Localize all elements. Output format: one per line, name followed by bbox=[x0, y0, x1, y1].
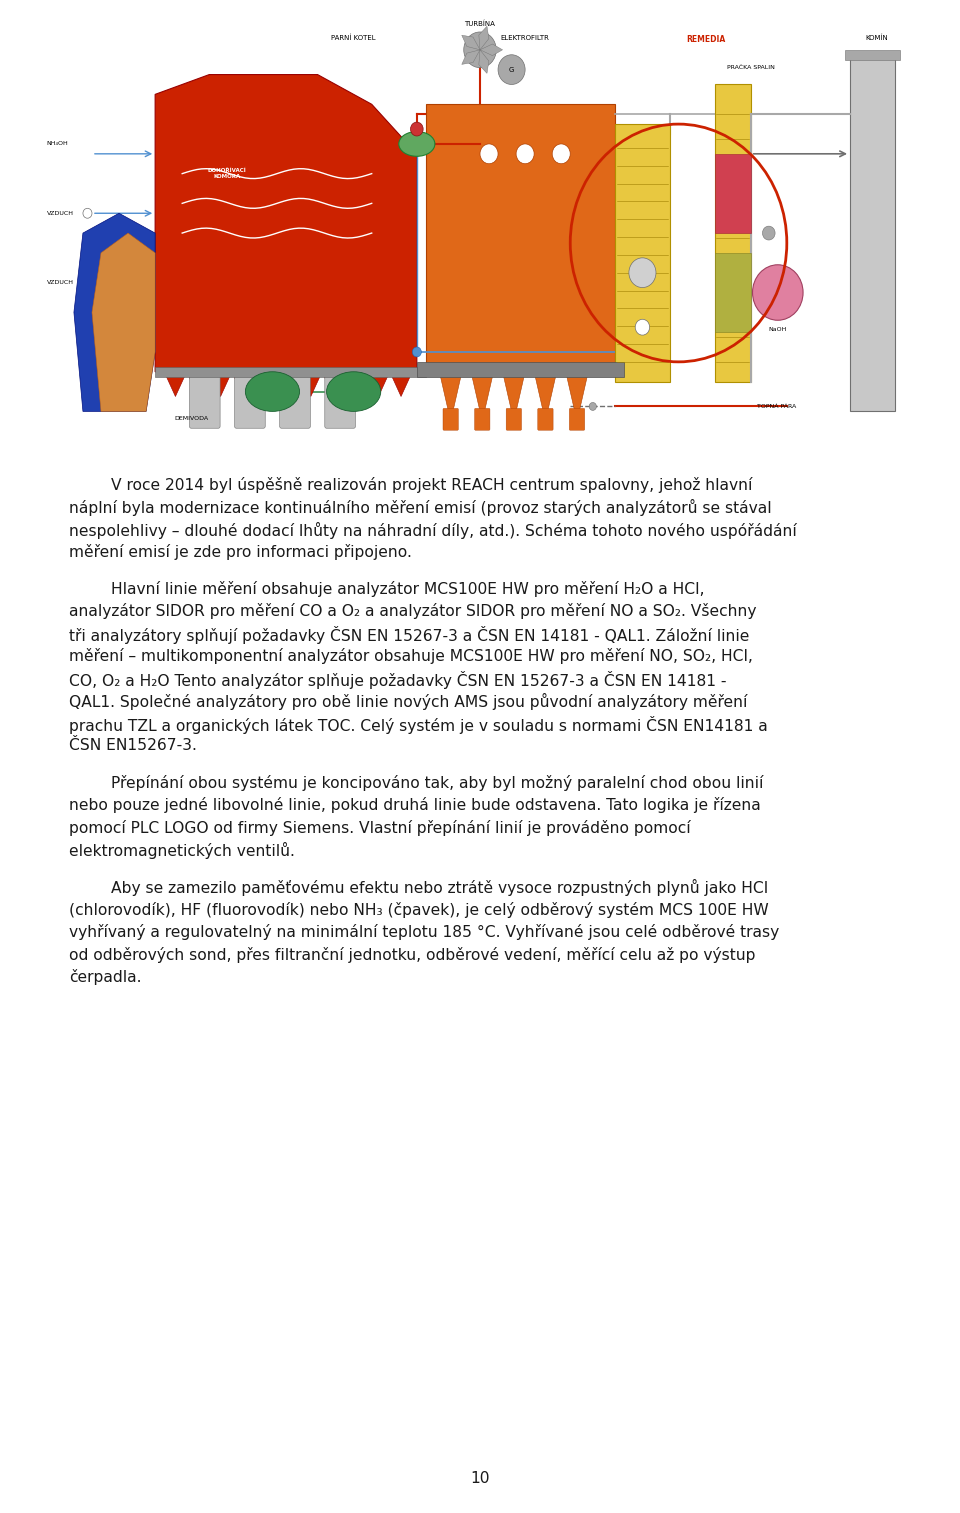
FancyBboxPatch shape bbox=[474, 409, 490, 430]
FancyBboxPatch shape bbox=[189, 369, 220, 428]
Polygon shape bbox=[462, 50, 480, 65]
Circle shape bbox=[411, 123, 423, 136]
Polygon shape bbox=[276, 372, 300, 396]
Polygon shape bbox=[462, 35, 480, 50]
Ellipse shape bbox=[398, 132, 435, 156]
Text: vyhřívaný a regulovatelný na minimální teplotu 185 °C. Vyhřívané jsou celé odběr: vyhřívaný a regulovatelný na minimální t… bbox=[69, 924, 780, 940]
FancyBboxPatch shape bbox=[279, 369, 310, 428]
Text: PARNÍ KOTEL: PARNÍ KOTEL bbox=[331, 35, 376, 41]
Circle shape bbox=[636, 319, 650, 334]
Text: nespolehlivy – dlouhé dodací lhůty na náhradní díly, atd.). Schéma tohoto nového: nespolehlivy – dlouhé dodací lhůty na ná… bbox=[69, 522, 797, 539]
Polygon shape bbox=[92, 233, 156, 412]
FancyBboxPatch shape bbox=[443, 409, 458, 430]
Polygon shape bbox=[300, 372, 322, 396]
Circle shape bbox=[516, 144, 534, 163]
Text: REMEDIA: REMEDIA bbox=[686, 35, 725, 44]
Text: KOMÍN: KOMÍN bbox=[866, 35, 888, 41]
Text: VZDUCH: VZDUCH bbox=[47, 280, 74, 284]
Circle shape bbox=[762, 225, 775, 241]
Text: tři analyzátory splňují požadavky ČSN EN 15267-3 a ČSN EN 14181 - QAL1. Záložní : tři analyzátory splňují požadavky ČSN EN… bbox=[69, 626, 750, 643]
Circle shape bbox=[552, 144, 570, 163]
Polygon shape bbox=[440, 372, 462, 412]
Text: elektromagnetických ventilů.: elektromagnetických ventilů. bbox=[69, 843, 295, 859]
FancyBboxPatch shape bbox=[714, 253, 751, 333]
Polygon shape bbox=[186, 372, 209, 396]
Polygon shape bbox=[322, 372, 345, 396]
Polygon shape bbox=[480, 44, 503, 56]
Circle shape bbox=[413, 346, 421, 357]
FancyBboxPatch shape bbox=[846, 50, 900, 59]
Polygon shape bbox=[345, 372, 367, 396]
Ellipse shape bbox=[326, 372, 381, 412]
FancyBboxPatch shape bbox=[615, 124, 669, 381]
Text: (chlorovodík), HF (fluorovodík) nebo NH₃ (čpavek), je celý odběrový systém MCS 1: (chlorovodík), HF (fluorovodík) nebo NH₃… bbox=[69, 902, 769, 918]
Polygon shape bbox=[565, 372, 588, 412]
Circle shape bbox=[83, 209, 92, 218]
Text: analyzátor SIDOR pro měření CO a O₂ a analyzátor SIDOR pro měření NO a SO₂. Všec: analyzátor SIDOR pro měření CO a O₂ a an… bbox=[69, 604, 756, 619]
Text: TOPNÁ PÁRA: TOPNÁ PÁRA bbox=[756, 404, 796, 409]
Polygon shape bbox=[164, 372, 186, 396]
FancyBboxPatch shape bbox=[850, 54, 895, 412]
FancyBboxPatch shape bbox=[234, 369, 265, 428]
Polygon shape bbox=[390, 372, 413, 396]
FancyBboxPatch shape bbox=[156, 366, 426, 377]
FancyBboxPatch shape bbox=[714, 85, 751, 381]
Text: NH₄OH: NH₄OH bbox=[47, 141, 68, 147]
Text: pomocí PLC LOGO od firmy Siemens. Vlastní přepínání linií je prováděno pomocí: pomocí PLC LOGO od firmy Siemens. Vlastn… bbox=[69, 820, 691, 835]
Text: Hlavní linie měření obsahuje analyzátor MCS100E HW pro měření H₂O a HCl,: Hlavní linie měření obsahuje analyzátor … bbox=[111, 581, 705, 596]
Text: VZDUCH: VZDUCH bbox=[47, 210, 74, 216]
Text: NaOH: NaOH bbox=[769, 327, 787, 333]
FancyBboxPatch shape bbox=[506, 409, 521, 430]
Circle shape bbox=[753, 265, 804, 321]
Ellipse shape bbox=[246, 372, 300, 412]
Polygon shape bbox=[231, 372, 254, 396]
Polygon shape bbox=[471, 372, 493, 412]
FancyBboxPatch shape bbox=[569, 409, 585, 430]
FancyBboxPatch shape bbox=[714, 154, 751, 233]
Text: ELEKTROFILTR: ELEKTROFILTR bbox=[501, 35, 549, 41]
Text: DOHOŘÍVACÍ
KOMORA: DOHOŘÍVACÍ KOMORA bbox=[208, 168, 247, 180]
Text: 10: 10 bbox=[470, 1471, 490, 1486]
Text: prachu TZL a organických látek TOC. Celý systém je v souladu s normami ČSN EN141: prachu TZL a organických látek TOC. Celý… bbox=[69, 716, 768, 734]
Polygon shape bbox=[367, 372, 390, 396]
Polygon shape bbox=[503, 372, 525, 412]
FancyBboxPatch shape bbox=[324, 369, 355, 428]
Text: Aby se zamezilo paměťovému efektu nebo ztrátě vysoce rozpustných plynů jako HCl: Aby se zamezilo paměťovému efektu nebo z… bbox=[111, 879, 769, 896]
Circle shape bbox=[480, 144, 498, 163]
Polygon shape bbox=[479, 50, 489, 73]
Text: G: G bbox=[509, 67, 515, 73]
Text: DEMIVODA: DEMIVODA bbox=[174, 416, 208, 421]
Polygon shape bbox=[156, 74, 417, 372]
Polygon shape bbox=[426, 104, 615, 372]
Text: nebo pouze jedné libovolné linie, pokud druhá linie bude odstavena. Tato logika : nebo pouze jedné libovolné linie, pokud … bbox=[69, 797, 761, 814]
Text: PRAČKA SPALIN: PRAČKA SPALIN bbox=[727, 65, 775, 70]
Text: ČSN EN15267-3.: ČSN EN15267-3. bbox=[69, 738, 197, 753]
Text: měření emisí je zde pro informaci připojeno.: měření emisí je zde pro informaci připoj… bbox=[69, 545, 412, 560]
Circle shape bbox=[589, 402, 596, 410]
Polygon shape bbox=[254, 372, 276, 396]
Polygon shape bbox=[479, 26, 489, 50]
FancyBboxPatch shape bbox=[538, 409, 553, 430]
Polygon shape bbox=[534, 372, 557, 412]
Text: CO, O₂ a H₂O Tento analyzátor splňuje požadavky ČSN EN 15267-3 a ČSN EN 14181 -: CO, O₂ a H₂O Tento analyzátor splňuje po… bbox=[69, 670, 727, 688]
Text: náplní byla modernizace kontinuálního měření emisí (provoz starých analyzátorů s: náplní byla modernizace kontinuálního mě… bbox=[69, 499, 772, 516]
Polygon shape bbox=[74, 213, 156, 412]
Circle shape bbox=[464, 32, 496, 68]
Text: V roce 2014 byl úspěšně realizován projekt REACH centrum spalovny, jehož hlavní: V roce 2014 byl úspěšně realizován proje… bbox=[111, 477, 753, 493]
Polygon shape bbox=[209, 372, 231, 396]
Text: měření – multikomponentní analyzátor obsahuje MCS100E HW pro měření NO, SO₂, HCl: měření – multikomponentní analyzátor obs… bbox=[69, 648, 753, 664]
Text: od odběrových sond, přes filtranční jednotku, odběrové vedení, měřící celu až po: od odběrových sond, přes filtranční jedn… bbox=[69, 947, 756, 962]
FancyBboxPatch shape bbox=[417, 362, 624, 377]
Text: Přepínání obou systému je koncipováno tak, aby byl možný paralelní chod obou lin: Přepínání obou systému je koncipováno ta… bbox=[111, 775, 764, 791]
Text: TURBÍNA: TURBÍNA bbox=[465, 20, 495, 27]
Text: QAL1. Společné analyzátory pro obě linie nových AMS jsou původní analyzátory měř: QAL1. Společné analyzátory pro obě linie… bbox=[69, 693, 748, 710]
Text: čerpadla.: čerpadla. bbox=[69, 970, 142, 985]
Circle shape bbox=[498, 54, 525, 85]
Circle shape bbox=[629, 257, 656, 287]
